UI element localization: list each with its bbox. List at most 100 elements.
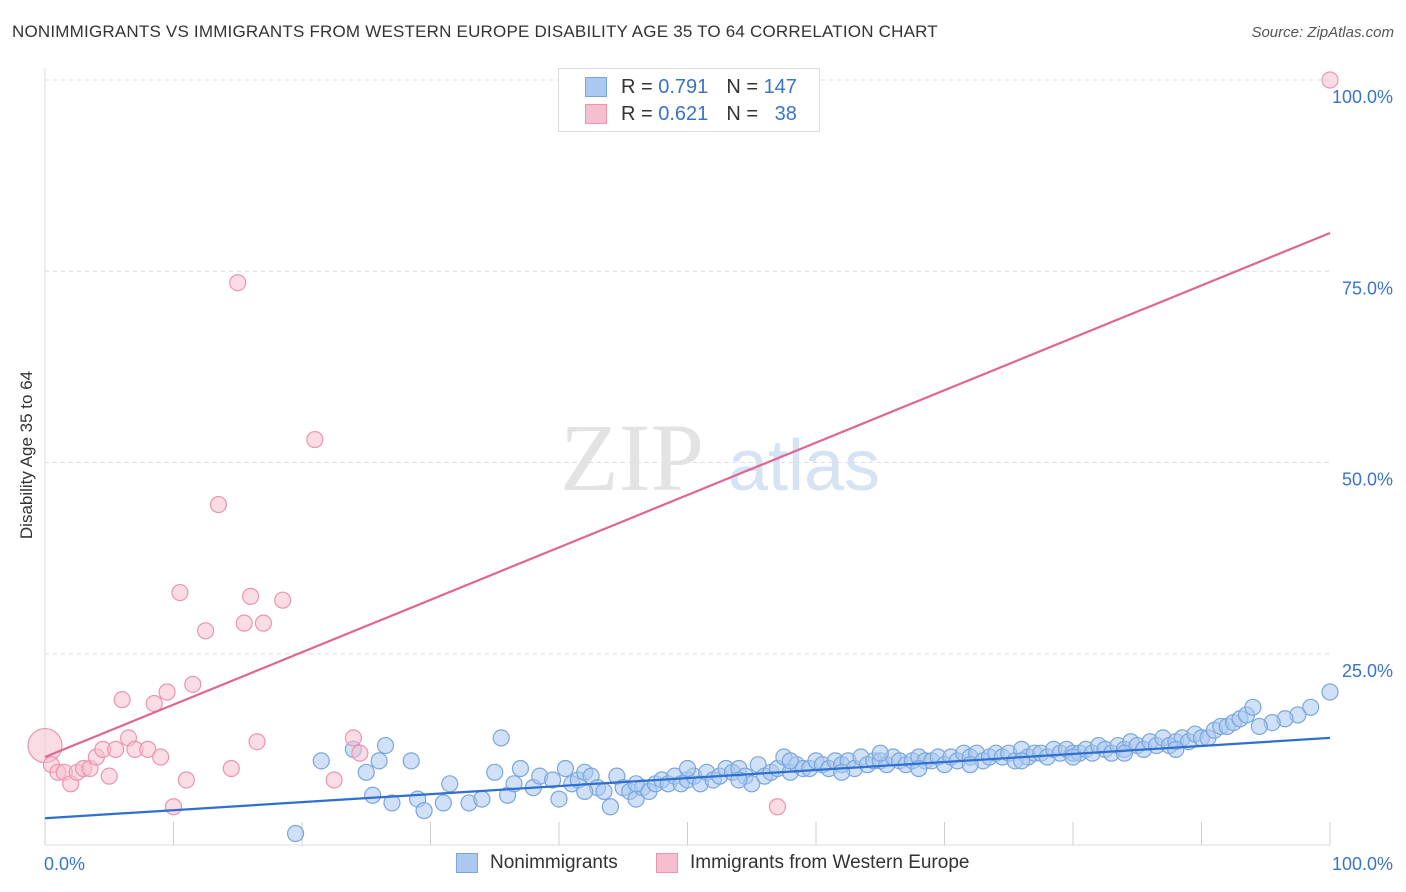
chart-title: NONIMMIGRANTS VS IMMIGRANTS FROM WESTERN…: [12, 22, 938, 41]
data-point-immigrant: [171, 583, 189, 602]
data-point-immigrant: [768, 798, 787, 816]
data-point-nonimmigrant: [492, 729, 510, 747]
data-point-nonimmigrant: [1115, 744, 1134, 762]
data-point-nonimmigrant: [1302, 698, 1320, 716]
data-point-nonimmigrant: [434, 794, 452, 812]
data-point-immigrant: [242, 587, 260, 605]
data-point-nonimmigrant: [781, 752, 799, 770]
data-point-immigrant: [197, 622, 215, 640]
data-point-nonimmigrant: [1064, 748, 1082, 766]
data-point-immigrant: [235, 614, 253, 632]
tick-labels: 25.0% 50.0% 75.0% 100.0% 0.0% 100.0%: [44, 87, 1393, 874]
legend-item-immigrants: Immigrants from Western Europe: [656, 852, 969, 874]
data-point-immigrant: [254, 614, 273, 632]
y-tick-label: 25.0%: [1342, 661, 1393, 681]
data-point-immigrant: [107, 740, 125, 758]
data-point-immigrant: [184, 675, 202, 693]
data-point-nonimmigrant: [1250, 717, 1268, 736]
data-point-nonimmigrant: [595, 782, 613, 801]
data-point-immigrant: [222, 759, 240, 778]
watermark: ZIP atlas: [560, 404, 880, 511]
legend-swatch-pink: [585, 104, 607, 124]
data-point-nonimmigrant: [357, 763, 375, 781]
data-point-nonimmigrant: [441, 775, 459, 793]
data-point-immigrant: [306, 430, 324, 449]
legend-label: Nonimmigrants: [490, 852, 618, 873]
data-point-nonimmigrant: [473, 790, 491, 808]
x-tick-label: 0.0%: [44, 854, 85, 874]
data-point-nonimmigrant: [556, 759, 575, 778]
data-point-immigrant: [164, 798, 183, 816]
data-point-immigrant: [209, 495, 228, 514]
data-point-immigrant: [100, 767, 118, 785]
trend-lines: [44, 231, 1331, 820]
data-point-immigrant: [351, 744, 369, 762]
data-point-immigrant: [325, 771, 343, 789]
data-point-immigrant: [344, 729, 362, 747]
data-point-nonimmigrant: [511, 759, 530, 778]
data-point-nonimmigrant: [376, 736, 395, 755]
data-point-immigrant: [177, 771, 195, 789]
data-point-nonimmigrant: [370, 752, 388, 770]
data-point-nonimmigrant: [1012, 752, 1031, 770]
data-point-nonimmigrant: [415, 801, 433, 820]
series-legend: Nonimmigrants Immigrants from Western Eu…: [0, 852, 1406, 878]
data-point-nonimmigrant: [627, 775, 645, 793]
data-point-nonimmigrant: [543, 771, 562, 789]
data-point-nonimmigrant: [678, 759, 697, 778]
legend-row-immigrants: R = 0.621 N = 38: [585, 102, 797, 126]
data-point-nonimmigrant: [286, 824, 305, 843]
series-immigrants-western-europe: [27, 71, 1339, 816]
data-point-nonimmigrant: [1321, 683, 1339, 701]
legend-row-nonimmigrants: R = 0.791 N = 147: [585, 75, 797, 99]
data-point-immigrant: [139, 740, 157, 758]
y-tick-label: 50.0%: [1342, 470, 1393, 490]
legend-swatch-pink: [656, 853, 678, 873]
y-tick-label: 100.0%: [1332, 87, 1393, 107]
data-point-immigrant: [27, 727, 63, 764]
r-label: R =: [621, 75, 653, 98]
axes: [44, 68, 1331, 846]
y-tick-label: 75.0%: [1342, 278, 1393, 298]
n-label: N =: [726, 75, 758, 98]
data-point-nonimmigrant: [402, 752, 420, 770]
data-point-immigrant: [152, 748, 170, 766]
data-point-immigrant: [1321, 71, 1339, 89]
y-axis-label: Disability Age 35 to 64: [17, 370, 36, 540]
source-label: Source: ZipAtlas.com: [1251, 24, 1394, 41]
legend-swatch-blue: [585, 77, 607, 97]
legend-item-nonimmigrants: Nonimmigrants: [456, 852, 618, 874]
data-point-immigrant: [113, 691, 131, 709]
trend-line-nonimmigrants: [44, 736, 1331, 820]
data-point-nonimmigrant: [1244, 698, 1262, 716]
legend-label: Immigrants from Western Europe: [690, 852, 970, 873]
n-label: N =: [726, 102, 758, 125]
n-value: 38: [774, 102, 797, 125]
data-point-nonimmigrant: [833, 763, 851, 781]
data-point-nonimmigrant: [486, 763, 504, 781]
data-point-immigrant: [274, 591, 292, 609]
n-value: 147: [763, 75, 797, 98]
data-point-nonimmigrant: [550, 790, 568, 808]
data-point-nonimmigrant: [601, 798, 620, 816]
x-tick-label: 100.0%: [1332, 854, 1393, 874]
r-value: 0.621: [658, 102, 709, 125]
watermark-atlas: atlas: [728, 426, 880, 506]
data-point-nonimmigrant: [1167, 740, 1185, 758]
data-point-immigrant: [248, 733, 266, 751]
trend-line-immigrants: [44, 231, 1331, 759]
grid: [45, 79, 1330, 655]
data-point-nonimmigrant: [871, 744, 889, 762]
data-point-nonimmigrant: [383, 794, 401, 812]
data-point-immigrant: [229, 274, 247, 292]
data-point-nonimmigrant: [364, 786, 382, 804]
correlation-legend: R = 0.791 N = 147 R = 0.621 N = 38: [558, 68, 820, 132]
r-label: R =: [621, 102, 653, 125]
data-point-immigrant: [158, 683, 176, 701]
r-value: 0.791: [658, 75, 709, 98]
legend-swatch-blue: [456, 853, 478, 873]
watermark-zip: ZIP: [560, 404, 704, 511]
series-nonimmigrants: [286, 683, 1339, 843]
data-point-nonimmigrant: [312, 752, 330, 770]
